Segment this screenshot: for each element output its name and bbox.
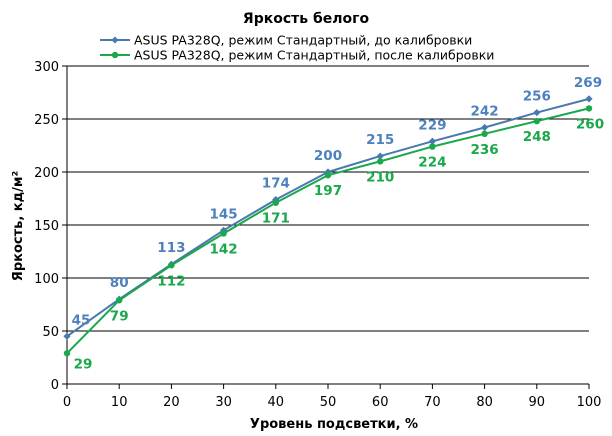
legend-marker-after (111, 51, 119, 59)
data-point-before (585, 95, 593, 103)
data-point-before (376, 152, 384, 160)
data-label-after: 248 (523, 129, 551, 145)
data-label-after: 224 (418, 155, 446, 171)
gridlines (62, 65, 589, 385)
data-point-after (63, 350, 71, 357)
data-label-before: 256 (523, 89, 551, 105)
data-label-after: 142 (210, 241, 238, 257)
data-label-after: 29 (74, 356, 93, 372)
series-line-before (66, 97, 590, 338)
data-label-before: 145 (210, 206, 238, 222)
y-tick-label: 250 (34, 113, 59, 128)
data-label-before: 113 (157, 240, 185, 256)
x-tick-label: 0 (63, 395, 71, 410)
data-point-before (63, 332, 71, 340)
data-label-before: 80 (110, 275, 129, 291)
x-tick-label: 60 (372, 395, 389, 410)
data-point-after (533, 117, 540, 125)
data-point-after (324, 171, 332, 179)
x-axis-title: Уровень подсветки, % (250, 417, 418, 432)
data-label-after: 197 (314, 183, 342, 199)
data-label-after: 260 (576, 116, 604, 132)
data-point-after (585, 105, 593, 112)
data-point-before (428, 137, 436, 145)
data-point-after (168, 262, 175, 269)
y-tick-label: 300 (34, 60, 59, 75)
data-point-after (220, 230, 227, 237)
x-tick-label: 70 (424, 395, 441, 410)
x-tick-label: 50 (320, 395, 337, 410)
series-markers (63, 95, 593, 357)
data-point-after (481, 130, 488, 138)
data-point-after (429, 143, 436, 150)
data-label-after: 236 (471, 142, 499, 158)
data-label-before: 229 (418, 117, 446, 133)
data-point-before (533, 109, 541, 117)
x-tick-label: 100 (577, 395, 602, 410)
y-tick-label: 0 (51, 378, 59, 393)
data-label-before: 242 (471, 103, 499, 119)
data-label-before: 200 (314, 148, 342, 164)
legend-label-after: ASUS PA328Q, режим Стандартный, после ка… (134, 48, 494, 63)
x-tick-labels: 0 10 20 30 40 50 60 70 80 90 100 (63, 395, 602, 410)
x-tick-label: 80 (476, 395, 493, 410)
y-tick-label: 150 (34, 219, 59, 234)
data-label-after: 210 (366, 169, 394, 185)
y-tick-label: 100 (34, 272, 59, 287)
axes (66, 66, 590, 389)
data-label-before: 269 (574, 75, 602, 91)
data-labels: 45 80 113 145 174 200 215 229 242 256 269 29 79 112 14… (72, 75, 604, 372)
data-point-after (377, 158, 384, 165)
legend-marker-before (111, 36, 119, 44)
x-tick-label: 20 (163, 395, 180, 410)
legend: ASUS PA328Q, режим Стандартный, до калиб… (100, 33, 494, 63)
x-tick-label: 30 (215, 395, 232, 410)
data-label-after: 171 (262, 211, 290, 227)
chart-title: Яркость белого (243, 11, 370, 27)
data-label-after: 112 (157, 273, 185, 289)
series-line-after (66, 107, 590, 355)
data-label-before: 215 (366, 132, 394, 148)
data-label-before: 45 (72, 312, 91, 328)
x-tick-label: 90 (529, 395, 546, 410)
data-point-after (272, 199, 279, 206)
y-tick-label: 200 (34, 166, 59, 181)
y-tick-label: 50 (42, 325, 59, 340)
data-point-after (116, 297, 123, 304)
x-tick-label: 40 (268, 395, 285, 410)
x-tick-label: 10 (111, 395, 128, 410)
y-axis-title: Яркость, кд/м² (11, 171, 26, 281)
y-tick-labels: 0 50 100 150 200 250 300 (34, 60, 59, 393)
data-label-after: 79 (110, 308, 129, 324)
legend-label-before: ASUS PA328Q, режим Стандартный, до калиб… (134, 33, 472, 48)
data-label-before: 174 (262, 176, 290, 192)
series-lines (66, 97, 590, 355)
data-point-before (481, 123, 489, 132)
